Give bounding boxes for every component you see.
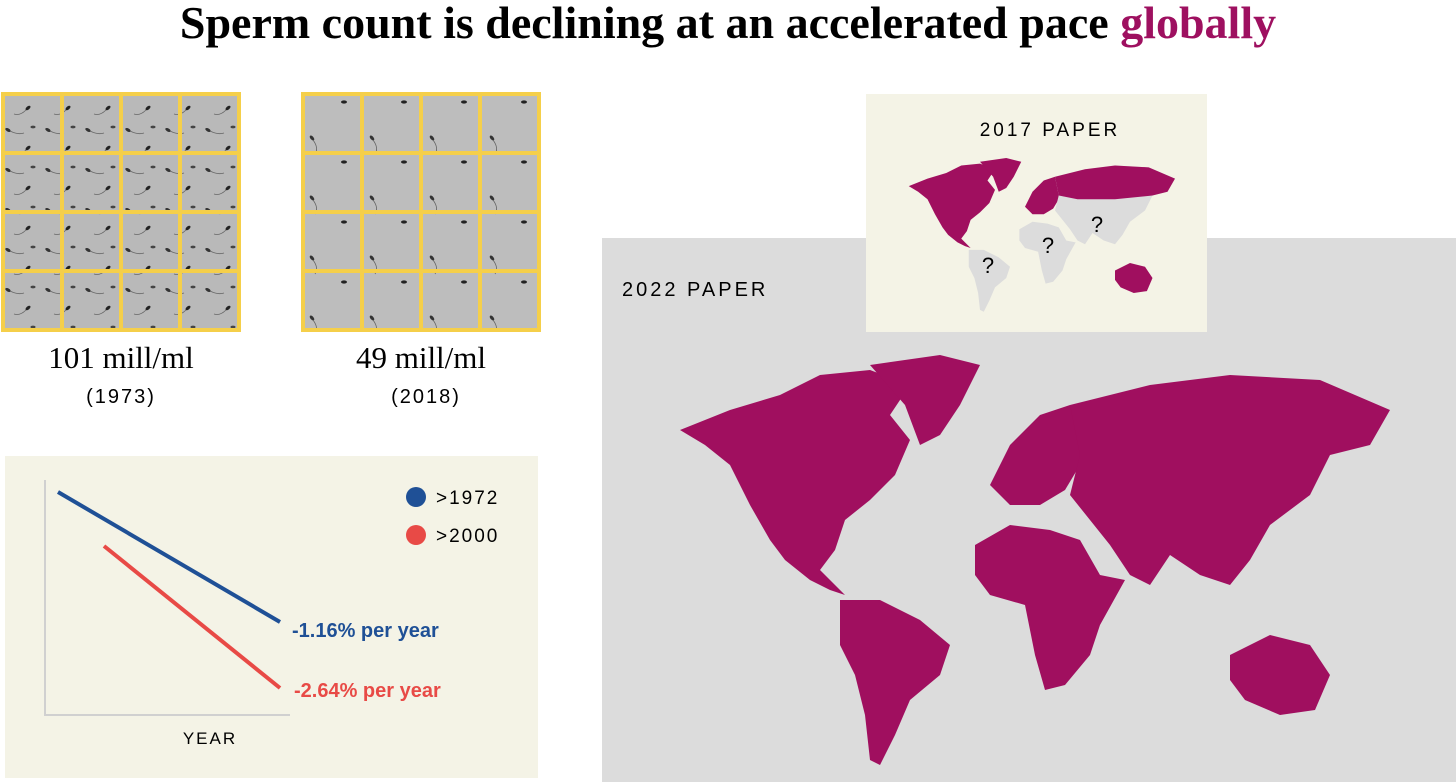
sample-count: 49 mill/ml bbox=[356, 340, 486, 375]
title-text: Sperm count is declining at an accelerat… bbox=[180, 0, 1109, 48]
legend-label: >1972 bbox=[436, 488, 499, 509]
x-axis-label: YEAR bbox=[183, 729, 237, 748]
annotation: -1.16% per year bbox=[292, 620, 439, 642]
unknown-marker: ? bbox=[1042, 233, 1054, 258]
unknown-marker: ? bbox=[982, 253, 994, 278]
unknown-marker: ? bbox=[1091, 212, 1103, 237]
sample-count: 101 mill/ml bbox=[48, 340, 194, 375]
sample-grid bbox=[1, 92, 241, 332]
trend-chart: -1.16% per year -2.64% per year >1972 >2… bbox=[5, 456, 538, 778]
sample-year: (1973) bbox=[86, 386, 156, 408]
map-2017: 2017 PAPER ? ? ? bbox=[866, 94, 1207, 332]
annotation: -2.64% per year bbox=[294, 680, 441, 702]
legend-label: >2000 bbox=[436, 526, 499, 547]
title: Sperm count is declining at an accelerat… bbox=[180, 0, 1276, 48]
sample-year: (2018) bbox=[391, 386, 461, 408]
map-label: 2017 PAPER bbox=[980, 120, 1121, 141]
map-label: 2022 PAPER bbox=[622, 279, 768, 301]
sample-grid bbox=[301, 92, 541, 332]
title-highlight: globally bbox=[1120, 0, 1276, 48]
